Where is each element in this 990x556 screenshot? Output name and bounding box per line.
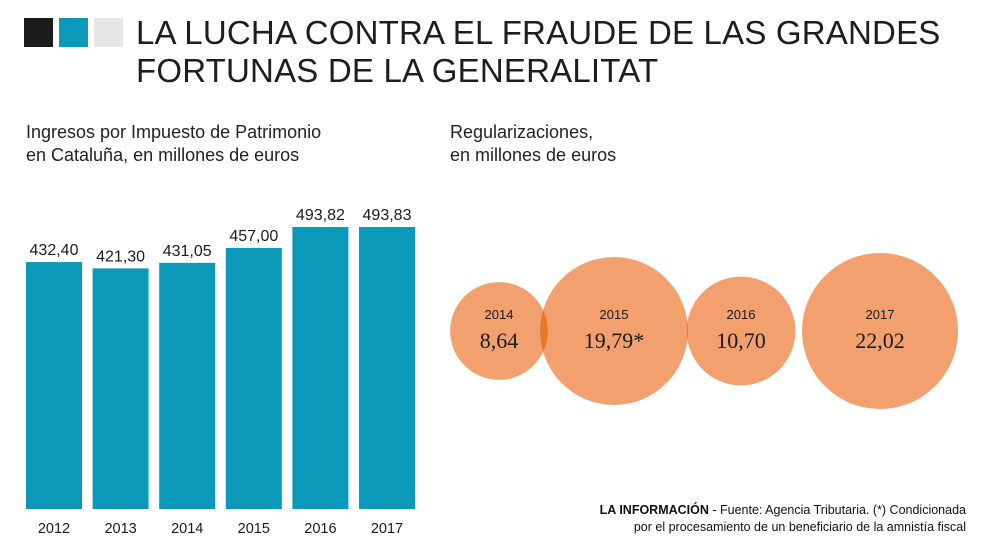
bubble-chart-title-line-1: Regularizaciones, [450,122,594,142]
bubble-chart-title: Regularizaciones, en millones de euros [450,121,616,167]
x-tick-label-2014: 2014 [171,521,203,537]
bubble-value-label-2017: 22,02 [855,328,905,353]
bar-2016 [292,227,349,509]
bar-2014 [159,262,216,509]
bar-value-label-2012: 432,40 [30,242,79,259]
bar-value-label-2014: 431,05 [163,243,212,260]
x-tick-label-2012: 2012 [38,521,70,537]
bubble-value-label-2015: 19,79* [584,328,645,353]
bubble-year-label-2014: 2014 [485,307,514,322]
bar-value-label-2015: 457,00 [229,228,278,245]
color-swatches [24,18,123,47]
bar-chart-title: Ingresos por Impuesto de Patrimonio en C… [26,121,321,167]
bar-2017 [359,227,415,509]
bubble-value-label-2014: 8,64 [480,328,519,353]
x-tick-label-2016: 2016 [304,521,336,537]
bar-2012 [26,262,82,509]
bubble-year-label-2017: 2017 [866,307,895,322]
source-footer: LA INFORMACIÓN - Fuente: Agencia Tributa… [600,502,966,536]
bar-chart-title-line-1: Ingresos por Impuesto de Patrimonio [26,122,322,142]
bubble-chart-title-line-2: en millones de euros [450,145,617,165]
source-line-1: LA INFORMACIÓN - Fuente: Agencia Tributa… [600,502,966,519]
x-tick-label-2015: 2015 [238,521,270,537]
bar-2013 [92,268,149,509]
bar-chart-title-line-2: en Cataluña, en millones de euros [26,145,300,165]
title-line-1: LA LUCHA CONTRA EL FRAUDE DE LAS GRANDES [136,14,941,51]
page-title: LA LUCHA CONTRA EL FRAUDE DE LAS GRANDES… [136,14,976,90]
bubble-2015 [540,257,688,405]
bubble-year-label-2016: 2016 [727,307,756,322]
swatch-light [94,18,123,47]
source-line-2: por el procesamiento de un beneficiario … [633,520,966,534]
x-tick-label-2017: 2017 [371,521,403,537]
bar-2015 [225,248,282,509]
swatch-blue [59,18,88,47]
bubble-value-label-2016: 10,70 [716,328,766,353]
bubble-2017 [802,253,958,409]
title-line-2: FORTUNAS DE LA GENERALITAT [136,52,659,89]
source-brand: LA INFORMACIÓN [599,503,709,517]
bubble-2014 [450,282,548,380]
bubble-year-label-2015: 2015 [600,307,629,322]
bar-value-label-2017: 493,83 [363,207,412,224]
bar-value-label-2016: 493,82 [296,207,345,224]
swatch-dark [24,18,53,47]
x-tick-label-2013: 2013 [104,521,136,537]
source-text: - Fuente: Agencia Tributaria. (*) Condic… [708,503,966,517]
bar-value-label-2013: 421,30 [96,248,145,265]
bubble-2016 [686,276,796,386]
